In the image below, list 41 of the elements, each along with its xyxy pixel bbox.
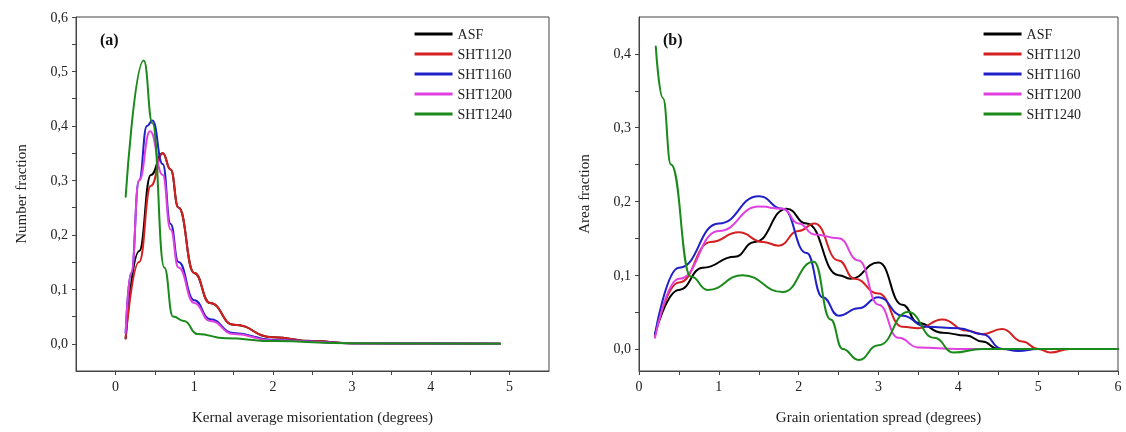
legend-label: SHT1120	[1026, 46, 1081, 62]
legend-label: SHT1160	[457, 66, 512, 82]
x-tick-label: 2	[269, 378, 277, 394]
legend-label: ASF	[1026, 26, 1053, 42]
x-axis-title: Kernal average misorientation (degrees)	[191, 408, 434, 426]
legend-label: SHT1120	[457, 46, 512, 62]
y-tick-label: 0,2	[613, 193, 631, 209]
x-axis-title: Grain orientation spread (degrees)	[775, 408, 982, 426]
legend-label: SHT1200	[457, 86, 512, 102]
y-tick-label: 0,1	[613, 267, 631, 283]
x-tick-label: 0	[635, 378, 643, 394]
legend-label: SHT1160	[1026, 66, 1081, 82]
text: (a)	[100, 30, 119, 49]
x-tick-label: 2	[795, 378, 803, 394]
text: (b)	[663, 30, 683, 49]
y-tick-label: 0,4	[50, 118, 68, 134]
x-tick-label: 1	[715, 378, 723, 394]
y-tick-label: 0,4	[613, 46, 631, 62]
y-axis-title: Number fraction	[12, 143, 29, 244]
y-tick-label: 0,2	[50, 227, 68, 243]
legend-label: SHT1200	[1026, 86, 1081, 102]
x-tick-label: 1	[190, 378, 198, 394]
y-tick-label: 0,0	[613, 341, 631, 357]
y-tick-label: 0,0	[50, 336, 68, 352]
legend-label: SHT1240	[1026, 106, 1081, 122]
x-tick-label: 5	[506, 378, 514, 394]
x-tick-label: 4	[954, 378, 962, 394]
x-tick-label: 3	[348, 378, 356, 394]
legend-label: SHT1240	[457, 106, 512, 122]
x-tick-label: 0	[111, 378, 119, 394]
x-tick-label: 6	[1114, 378, 1122, 394]
x-tick-label: 3	[875, 378, 882, 394]
x-tick-label: 5	[1034, 378, 1042, 394]
y-tick-label: 0,3	[50, 172, 68, 188]
y-axis-title: Area fraction	[575, 153, 592, 234]
y-tick-label: 0,5	[50, 63, 68, 79]
y-tick-label: 0,6	[50, 9, 68, 25]
y-tick-label: 0,3	[613, 120, 631, 136]
y-tick-label: 0,1	[50, 281, 68, 297]
legend-label: ASF	[457, 26, 484, 42]
x-tick-label: 4	[427, 378, 435, 394]
